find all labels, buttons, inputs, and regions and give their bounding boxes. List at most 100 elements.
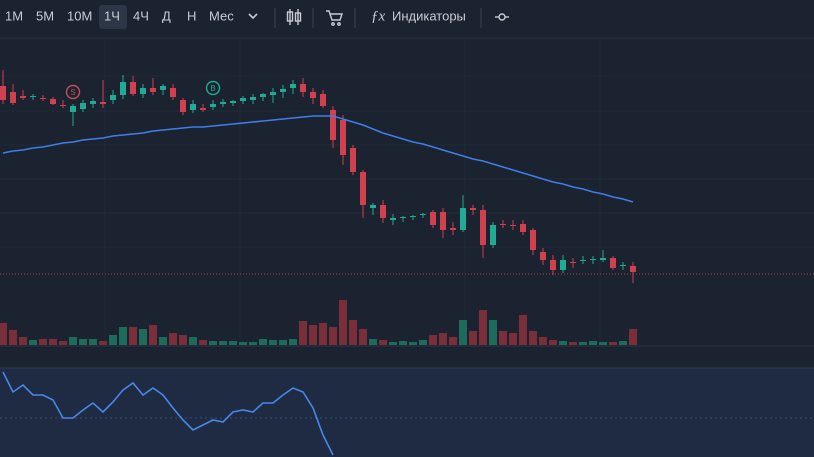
volume-bar: [329, 327, 337, 345]
candle-body: [120, 82, 126, 95]
volume-bar: [229, 341, 237, 345]
oscillator-line: [2, 371, 334, 456]
volume-bar: [619, 341, 627, 345]
trade-marker: [205, 80, 221, 96]
candle-body: [150, 88, 156, 92]
candle-body: [200, 108, 206, 110]
volume-bar: [419, 340, 427, 345]
volume-bar: [239, 342, 247, 345]
volume-bar: [319, 323, 327, 345]
volume-bar: [529, 331, 537, 345]
candle-body: [560, 260, 566, 270]
indicators-button[interactable]: Индикаторы: [392, 8, 466, 23]
volume-bar: [349, 320, 357, 345]
volume-bar: [29, 340, 37, 345]
candle-body: [170, 88, 176, 97]
timeframe-button[interactable]: Н: [187, 8, 196, 23]
volume-bar: [309, 325, 317, 345]
candle-body: [350, 148, 356, 172]
volume-bar: [279, 340, 287, 345]
candle-body: [400, 217, 406, 218]
timeframe-button[interactable]: 4Ч: [133, 8, 149, 23]
trade-marker: [65, 84, 81, 100]
candle-body: [60, 105, 66, 106]
volume-bar: [69, 337, 77, 345]
volume-bar: [589, 341, 597, 345]
candle-body: [330, 110, 336, 140]
volume-bar: [59, 341, 67, 345]
candle-body: [460, 208, 466, 230]
volume-bar: [289, 339, 297, 345]
candle-body: [160, 86, 166, 90]
candle-type-icon[interactable]: [286, 9, 302, 25]
volume-bar: [109, 335, 117, 345]
settings-icon[interactable]: [495, 13, 509, 21]
candle-body: [280, 89, 286, 92]
volume-bar: [9, 330, 17, 345]
candle-body: [510, 225, 516, 226]
volume-bar: [389, 342, 397, 345]
candle-body: [530, 230, 536, 250]
candle-body: [190, 104, 196, 110]
moving-average-line: [2, 115, 634, 203]
candle-body: [70, 106, 76, 112]
timeframe-button[interactable]: 1М: [5, 8, 23, 23]
candle-body: [140, 88, 146, 94]
volume-bar: [449, 337, 457, 345]
volume-bar: [379, 340, 387, 345]
candle-body: [110, 95, 116, 100]
volume-bar: [259, 339, 267, 345]
volume-bar: [179, 335, 187, 345]
timeframe-button[interactable]: Мес: [209, 8, 234, 23]
volume-bar: [369, 339, 377, 345]
volume-bar: [359, 329, 367, 345]
volume-bar: [49, 339, 57, 345]
candle-body: [420, 214, 426, 215]
fx-icon[interactable]: ƒx: [371, 8, 386, 24]
volume-bar: [219, 341, 227, 345]
candle-body: [390, 218, 396, 220]
candle-body: [620, 265, 626, 266]
vertical-grid: [104, 39, 601, 345]
volume-bar: [489, 320, 497, 345]
volume-bar: [629, 329, 637, 345]
candle-body: [630, 266, 636, 272]
candle-body: [600, 258, 606, 260]
candle-body: [550, 260, 556, 270]
candle-body: [450, 228, 456, 230]
volume-bar: [569, 342, 577, 345]
candle-body: [220, 102, 226, 104]
candle-body: [370, 205, 376, 208]
candle-body: [90, 101, 96, 104]
candle-body: [10, 92, 16, 103]
candle-body: [20, 96, 26, 98]
volume-bar: [0, 323, 7, 345]
candle-body: [520, 224, 526, 232]
volume-bar: [199, 340, 207, 345]
volume-bar: [139, 329, 147, 345]
volume-bar: [269, 340, 277, 345]
volume-bar: [129, 327, 137, 345]
volume-bar: [89, 339, 97, 345]
candle-body: [210, 104, 216, 107]
candle-body: [320, 94, 326, 106]
candle-body: [80, 103, 86, 109]
timeframe-button[interactable]: Д: [162, 8, 171, 23]
candle-body: [230, 101, 236, 103]
candle-body: [500, 224, 506, 225]
active-timeframe-bg: [99, 5, 127, 29]
volume-bar: [159, 337, 167, 345]
volume-bar: [119, 327, 127, 345]
volume-bar: [579, 342, 587, 345]
volume-bar: [99, 341, 107, 345]
timeframe-button[interactable]: 1Ч: [104, 8, 120, 23]
timeframe-button[interactable]: 10М: [67, 8, 92, 23]
dropdown-icon[interactable]: [248, 13, 258, 20]
timeframe-button[interactable]: 5М: [36, 8, 54, 23]
candle-body: [340, 120, 346, 155]
candle-body: [100, 102, 106, 104]
volume-bar: [459, 320, 467, 345]
candle-body: [30, 96, 36, 97]
cart-icon[interactable]: [326, 10, 343, 26]
